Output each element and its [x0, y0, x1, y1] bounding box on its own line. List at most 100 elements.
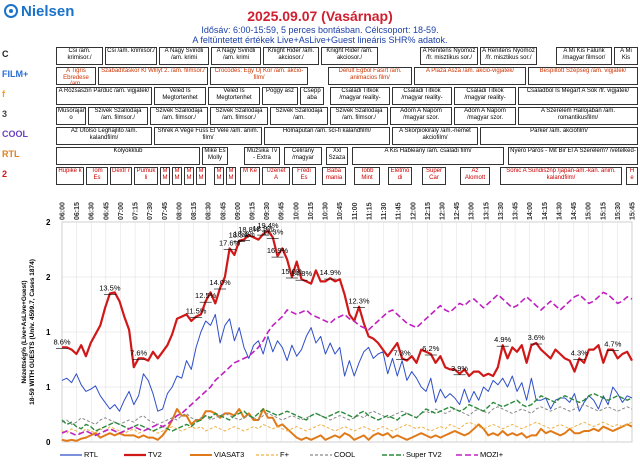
programme-block[interactable]: Derult Egbol Fasirt /am. animacios film/	[328, 67, 412, 85]
data-label: 8.6%	[53, 337, 70, 346]
programme-block[interactable]: Poggy asz	[262, 87, 298, 105]
programme-block[interactable]: M M	[226, 167, 236, 185]
programme-block[interactable]: Adom A Napom /magyar szor.	[390, 107, 452, 125]
programme-block[interactable]: Xxl Szaza	[326, 147, 348, 165]
programme-block[interactable]: Csaladbol Is Megart A Sok /fr. vigjatek/	[518, 87, 638, 105]
programme-block[interactable]: Tobb Mint	[354, 167, 380, 185]
programme-block[interactable]: H e	[626, 167, 638, 185]
series-line-super-tv2	[61, 392, 633, 432]
programme-block[interactable]: Szivek Szallodaja /am. filmsor./	[88, 107, 148, 125]
programme-block[interactable]: Veled Is Megtortenhet	[154, 87, 206, 105]
x-tick-label: 09:30	[264, 202, 271, 220]
programme-block[interactable]: Eletmo di	[388, 167, 412, 185]
programme-block[interactable]: M M	[196, 167, 206, 185]
legend-label: VIASAT3	[214, 450, 245, 459]
legend-swatch	[124, 453, 146, 456]
x-tick-label: 14:30	[556, 202, 563, 220]
programme-block[interactable]: Hupike k	[56, 167, 84, 185]
x-tick-label: 08:45	[220, 202, 227, 220]
programme-block[interactable]: M M	[160, 167, 170, 185]
programme-block[interactable]: Parker /am. akciofilm/	[480, 127, 638, 145]
programme-block[interactable]: Szivek Szallodaja /am. filmsor./	[150, 107, 208, 125]
data-label: 4.9%	[494, 335, 511, 344]
x-tick-label: 06:00	[60, 202, 67, 220]
programme-block[interactable]: Knight Rider /am. akciosor./	[321, 47, 378, 65]
programme-block[interactable]: Csepp aba	[300, 87, 324, 105]
programme-block[interactable]: Csaladi Titkok /magyar reality-	[454, 87, 516, 105]
programme-block[interactable]: A Rozsaszin Parduc /am. vigjatek/	[56, 87, 152, 105]
legend-item: F+	[256, 450, 289, 459]
programme-block[interactable]: A Plaza Asza /am. akcio-vigjatek/	[414, 67, 526, 85]
programme-block[interactable]: Szabadításkor Kl Wlllyt 2. /am. filmsor.…	[98, 67, 208, 85]
programme-block[interactable]: Dextr r	[110, 167, 132, 185]
programme-block[interactable]: Pumuk li	[134, 167, 158, 185]
legend-label: TV2	[148, 450, 162, 459]
programme-block[interactable]: Nyero Paros - Mit Bir El A Szerelem? /ve…	[508, 147, 638, 165]
y-axis-label: Nézettség% (Live+AsLive+Guest)18-59 WITH…	[21, 259, 36, 405]
programme-block[interactable]: M M	[172, 167, 182, 185]
data-label: 17.6%	[219, 238, 241, 247]
programme-block[interactable]: Super Car	[422, 167, 446, 185]
programme-block[interactable]: A Renitens Nyomoz /fr. misztikus sor./	[420, 47, 478, 65]
channel-logo-f-: f	[2, 89, 5, 99]
programme-block[interactable]: Az Alomott	[460, 167, 490, 185]
programme-block[interactable]: Celirany /magyar	[284, 147, 322, 165]
programme-block[interactable]: Fredi Es	[292, 167, 316, 185]
legend-swatch	[60, 453, 82, 456]
programme-block[interactable]: A Nagy Svindli /am. krimi	[211, 47, 261, 65]
y-tick-label: 0	[46, 438, 51, 447]
x-tick-label: 10:00	[293, 202, 300, 220]
programme-block[interactable]: A Skorpiokiraly /am.-nemet akciofilm/	[392, 127, 478, 145]
programme-block[interactable]: Muzsika Tv - Extra	[244, 147, 280, 165]
programme-block[interactable]: A Szerelem Hallojaban /am. romantikusfil…	[518, 107, 638, 125]
programme-block[interactable]: A Renitens Nyomoz /fr. misztikus sor./	[480, 47, 537, 65]
programme-block[interactable]: M M	[184, 167, 194, 185]
programme-block[interactable]: Bespiltott Szepseg /am. vigjatek/	[528, 67, 638, 85]
programme-block[interactable]: Szivek Szallodaja /am. filmsor./	[330, 107, 388, 125]
x-tick-label: 12:30	[440, 202, 447, 220]
legend-label: RTL	[84, 450, 99, 459]
programme-block[interactable]: Csaladi Titkok /magyar reality-	[392, 87, 452, 105]
data-label: 18.4%	[233, 230, 255, 239]
x-tick-label: 08:15	[191, 202, 198, 220]
programme-block[interactable]: Csaladi Titkok /magyar reality-	[330, 87, 390, 105]
programme-block[interactable]: A Kis Hableany /am. csaladi film/	[352, 147, 504, 165]
programme-block[interactable]: Veled Is Megtortenhet	[208, 87, 260, 105]
programme-block[interactable]: Holnaputan /am. sci-fi kalandfilm/	[264, 127, 390, 145]
programme-block[interactable]: A Nagy Svindli /am. krimi	[159, 47, 209, 65]
x-tick-label: 09:15	[250, 202, 257, 220]
programme-block[interactable]: A Tigris Ebredese /am.	[56, 67, 96, 85]
programme-block[interactable]: Sonic A Sundisznp /japan-am.-kan. anim. …	[500, 167, 622, 185]
programme-block[interactable]: Szivek Szallodaja /am. filmsor./	[210, 107, 268, 125]
programme-block[interactable]: A Mi Kis Falunk /magyar filmsor/	[556, 47, 612, 65]
programme-block[interactable]: M M	[214, 167, 224, 185]
programme-block[interactable]: A Mi Kis	[614, 47, 638, 65]
data-label: 19.4%	[257, 221, 279, 230]
programme-block[interactable]: Shrek A Vege Fuss El Vele /am. anim. fil…	[154, 127, 262, 145]
programme-block[interactable]: Kolyokklub	[56, 147, 200, 165]
programme-block[interactable]: Crocodes: Egy Uj Kor /am. akcio-film/	[210, 67, 308, 85]
programme-block[interactable]: Knight Rider /am. akciosor./	[263, 47, 319, 65]
x-tick-label: 08:30	[206, 202, 213, 220]
programme-block[interactable]: Csi /am. krimisor./	[105, 47, 157, 65]
data-label: 3.9%	[451, 364, 468, 373]
programme-block[interactable]: Csi /am. krimisor./	[56, 47, 103, 65]
programme-block[interactable]: Az Utolso Leghajlito /am. kalandfilm/	[56, 127, 152, 145]
legend-item: TV2	[124, 450, 162, 459]
channel-logo-cool: COOL	[2, 129, 28, 139]
programme-block[interactable]: Uzenet A	[262, 167, 290, 185]
x-tick-label: 08:00	[176, 202, 183, 220]
programme-block[interactable]: Tom Es	[86, 167, 108, 185]
programme-block[interactable]: Mike Es Molly	[202, 147, 228, 165]
programme-block[interactable]: Musorajanl o	[56, 107, 86, 125]
data-label: 6.2%	[422, 344, 439, 353]
programme-block[interactable]: Adom A Napom /magyar szor.	[454, 107, 516, 125]
x-tick-label: 11:45	[396, 202, 403, 220]
x-tick-label: 13:30	[498, 202, 505, 220]
programme-block[interactable]: M Ke	[240, 167, 260, 185]
programme-block[interactable]: Szivek Szallodaja /am.	[270, 107, 328, 125]
series-line-viasat3	[61, 408, 633, 442]
y-tick-label: 1	[46, 328, 51, 337]
programme-block[interactable]: Baba mania	[322, 167, 346, 185]
x-tick-label: 07:30	[147, 202, 154, 220]
